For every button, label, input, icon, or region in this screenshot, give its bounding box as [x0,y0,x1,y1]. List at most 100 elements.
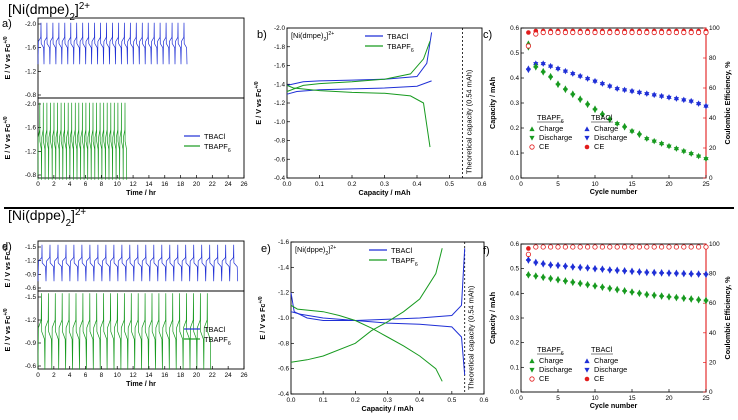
x-tick-label: 18 [177,181,185,188]
x-tick-label: 4 [68,181,72,188]
x-tick-label: 14 [145,181,153,188]
point-TBAPF6-CE [636,29,643,36]
point-TBAPF6-CE [599,244,606,250]
point-TBACl-Discharge [592,267,598,273]
legend-row-label: Discharge [594,133,627,142]
point-TBAPF6-CE [533,31,539,37]
x-tick-label: 20 [665,395,673,402]
point-TBAPF6-CE [577,29,583,36]
point-TBAPF6-Discharge [622,125,628,131]
point-TBAPF6-CE [533,244,539,250]
point-TBAPF6-CE [525,251,532,257]
panel-d: d) -1.5 -1.2 -0.9 -0.6 E / V vs Fc+/0 -1.5 -1.2… [2,240,248,388]
point-TBAPF6-CE [555,244,561,250]
point-TBAPF6-CE [681,29,687,36]
point-TBACl-Discharge [681,98,687,104]
y-right-tick-label: 40 [709,115,717,122]
point-TBAPF6-CE [577,244,583,250]
x-tick-label: 22 [209,372,217,379]
y-tick-label: -1.8 [274,44,285,51]
x-tick-label: 0 [36,181,40,188]
y-tick-label: -1.5 [25,244,36,251]
x-tick-label: 10 [591,395,599,402]
point-TBAPF6-Discharge [688,152,694,157]
point-TBAPF6-Discharge [555,278,561,284]
legend-row-label: Discharge [539,133,572,142]
x-tick-label: 0 [519,181,523,188]
point-TBAPF6-CE [695,29,702,36]
y-right-tick-label: 80 [709,271,717,278]
section-title-dppe: [Ni(dppe)2]2+ [8,207,86,229]
point-TBACl-Discharge [533,261,539,267]
point-TBAPF6-Discharge [673,147,679,152]
panel-label: a) [2,18,12,30]
discharge-TBACl [286,80,432,95]
charge-TBACl [290,248,466,321]
point-TBAPF6-CE [584,244,591,250]
legend-marker [529,126,535,132]
panel-label: c) [483,29,492,41]
plot-frame [286,27,483,179]
series-TBACl [37,22,188,65]
x-tick-label: 15 [628,395,636,402]
section-title-dmpe: [Ni(dmpe)2]2+ [8,1,90,23]
point-TBAPF6-CE [673,244,680,250]
y-right-tick-label: 80 [709,55,717,62]
x-tick-label: 12 [130,181,138,188]
x-tick-label: 0.6 [478,181,487,188]
panel-a: a) -2.0 -1.6 -1.2 -0.8 E / V vs Fc+/0 -2.0 -1.6… [2,17,248,197]
point-TBACl-Discharge [636,90,642,96]
y-axis-label: E / V vs Fc+/0 [258,296,267,339]
point-TBACl-Discharge [562,265,568,271]
point-TBAPF6-CE [651,244,657,250]
point-TBAPF6-Discharge [636,292,642,298]
legend-row-label: Discharge [539,365,572,374]
point-TBAPF6-CE [658,29,665,36]
point-TBAPF6-CE [614,29,620,36]
point-TBACl-Discharge [659,272,665,277]
y-tick-label: -0.6 [274,156,285,163]
y-tick-label: -2.0 [25,101,36,108]
point-TBACl-Discharge [629,270,635,276]
point-TBACl-Discharge [555,67,561,72]
y-right-axis-label: Coulombic Efficiency, % [723,61,732,145]
subplot-frame [37,290,245,370]
y-tick-label: -0.8 [25,92,36,99]
point-TBAPF6-Discharge [525,273,531,279]
legend-label: TBACl [204,325,226,334]
point-TBAPF6-CE [688,29,694,36]
discharge-TBAPF6 [290,304,443,382]
point-TBAPF6-Discharge [651,294,657,300]
x-tick-label: 0.1 [315,181,324,188]
point-TBAPF6-Discharge [533,65,539,71]
point-TBACl-Discharge [525,68,531,74]
y-tick-label: -1.6 [25,45,36,52]
x-axis-label: Capacity / mAh [362,404,414,413]
point-TBACl-CE [526,246,531,251]
y-right-tick-label: 40 [709,330,717,337]
point-TBAPF6-Discharge [533,275,539,280]
discharge-TBACl [290,311,466,376]
point-TBACl-Discharge [622,88,628,94]
y-right-tick-label: 0 [709,175,713,182]
legend-label: TBACl [204,132,226,141]
charge-TBAPF6 [286,41,431,92]
point-TBAPF6-Discharge [548,75,554,81]
x-tick-label: 22 [209,181,217,188]
y-tick-label: -0.8 [25,172,36,179]
point-TBACl-Discharge [703,104,709,110]
y-tick-label: -1.2 [25,68,36,75]
y-axis-label: Capacity / mAh [488,77,497,129]
legend-label: TBAPF6 [387,42,414,54]
point-TBAPF6-Discharge [703,299,709,305]
point-TBAPF6-CE [547,244,554,250]
y-tick-label: -1.5 [25,294,36,301]
x-tick-label: 0.2 [351,397,360,404]
series-TBAPF6 [37,293,212,370]
legend-row-label: CE [594,142,604,151]
point-TBAPF6-CE [695,244,702,250]
legend-label: TBACl [387,32,409,41]
y-tick-label: -1.0 [274,119,285,126]
point-TBACl-Discharge [540,262,546,268]
point-TBAPF6-CE [658,244,665,250]
